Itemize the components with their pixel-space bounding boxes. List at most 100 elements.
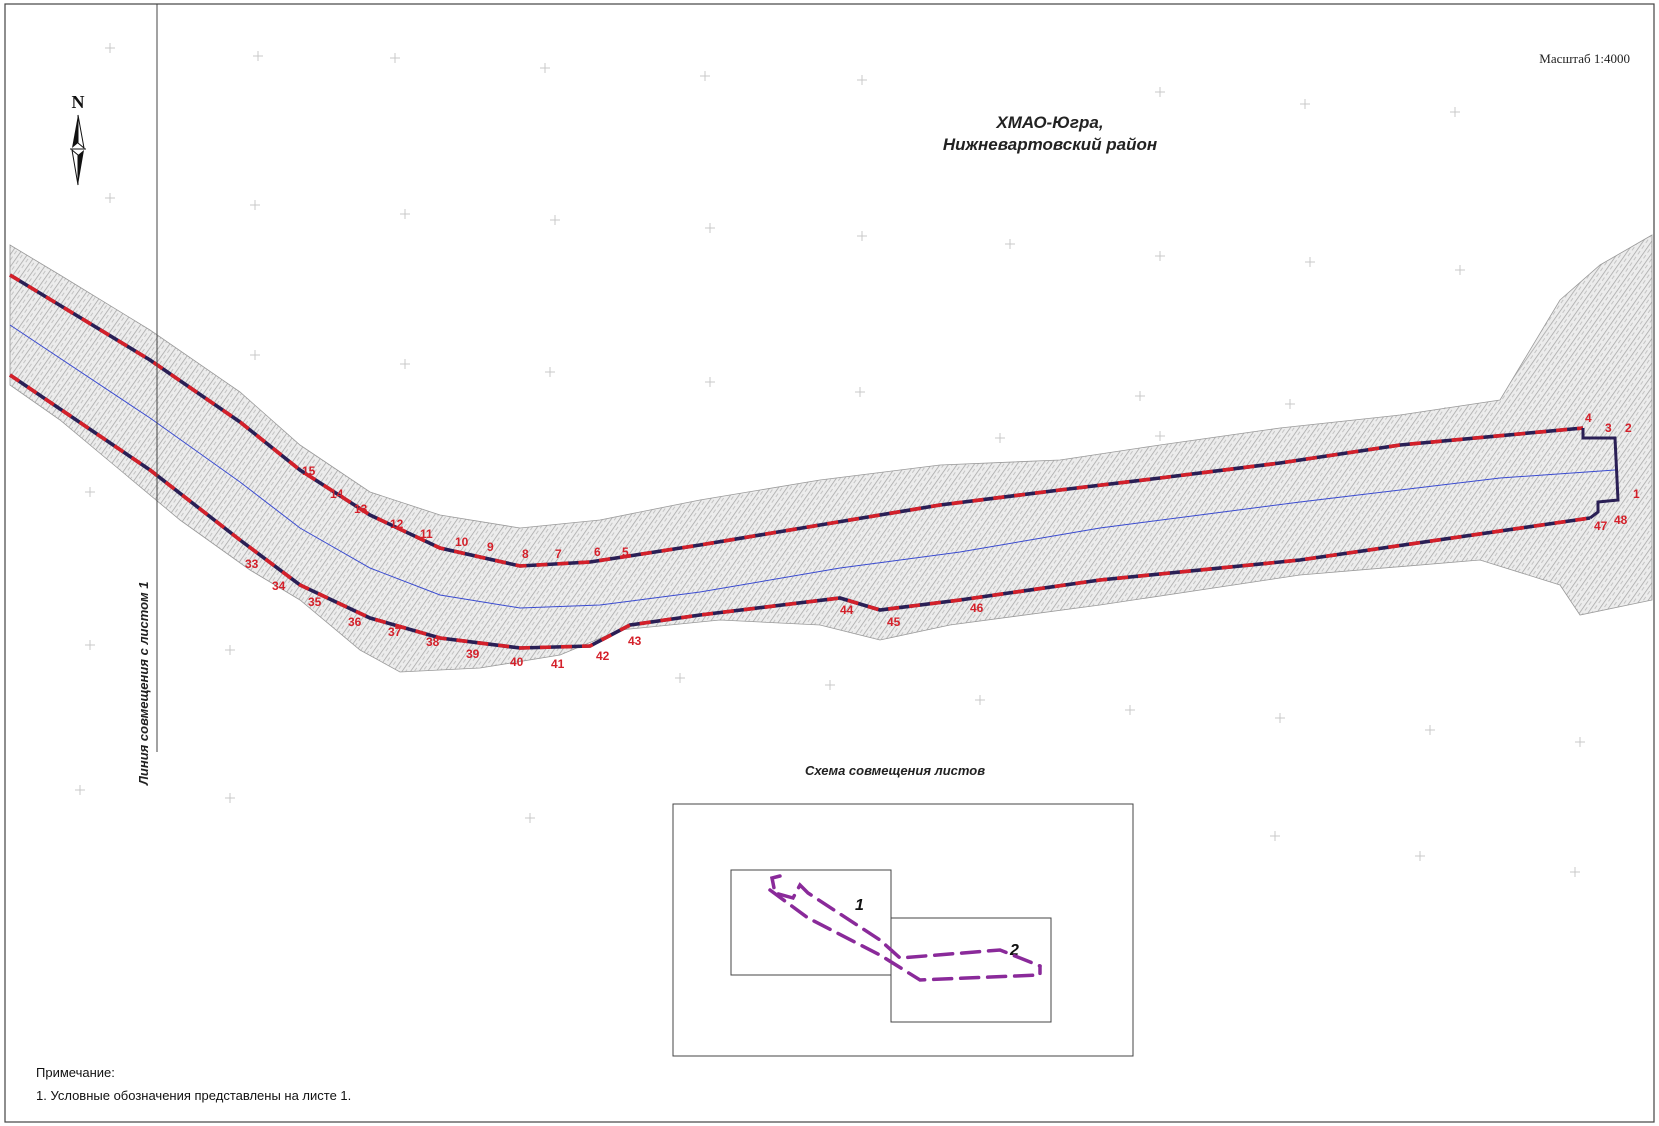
grid-cross (1570, 867, 1580, 877)
grid-cross (700, 71, 710, 81)
overview-caption: Схема совмещения листов (805, 763, 985, 778)
point-label-6: 6 (594, 545, 601, 559)
point-label-44: 44 (840, 603, 854, 617)
point-label-35: 35 (308, 595, 322, 609)
point-label-45: 45 (887, 615, 901, 629)
grid-cross (705, 223, 715, 233)
point-label-2: 2 (1625, 421, 1632, 435)
grid-cross (1270, 831, 1280, 841)
grid-cross (525, 813, 535, 823)
grid-cross (1305, 257, 1315, 267)
note-line-1: 1. Условные обозначения представлены на … (36, 1088, 351, 1103)
point-label-37: 37 (388, 625, 402, 639)
grid-cross (225, 793, 235, 803)
point-label-33: 33 (245, 557, 259, 571)
grid-cross (857, 75, 867, 85)
point-label-38: 38 (426, 635, 440, 649)
point-label-12: 12 (390, 517, 404, 531)
hatched-terrain (9, 234, 1653, 673)
axis-line (9, 324, 1616, 609)
overview-sheet-2 (890, 917, 1052, 1023)
point-label-11: 11 (420, 527, 433, 541)
grid-cross (225, 645, 235, 655)
point-label-36: 36 (348, 615, 362, 629)
grid-cross (105, 43, 115, 53)
grid-cross (1005, 239, 1015, 249)
grid-cross (1155, 251, 1165, 261)
grid-cross (250, 350, 260, 360)
point-label-5: 5 (622, 545, 629, 559)
region-line-2: Нижневартовский район (943, 135, 1157, 154)
grid-cross (975, 695, 985, 705)
boundary-south-red (8, 373, 1591, 650)
point-label-41: 41 (551, 657, 565, 671)
grid-cross (1155, 87, 1165, 97)
point-label-48: 48 (1614, 513, 1628, 527)
north-letter: N (72, 92, 85, 112)
sheet-frame (4, 3, 1655, 1123)
point-label-1: 1 (1633, 487, 1640, 501)
grid-cross (85, 640, 95, 650)
sheet-alignment-label: Линия совмещения с листом 1 (136, 582, 151, 787)
point-label-9: 9 (487, 540, 494, 554)
grid-cross (253, 51, 263, 61)
grid-cross (1575, 737, 1585, 747)
grid-cross (825, 680, 835, 690)
note-title: Примечание: (36, 1065, 115, 1080)
grid-cross (1300, 99, 1310, 109)
point-label-34: 34 (272, 579, 286, 593)
grid-cross (550, 215, 560, 225)
grid-cross (105, 193, 115, 203)
point-label-3: 3 (1605, 421, 1612, 435)
grid-cross (250, 200, 260, 210)
point-label-46: 46 (970, 601, 984, 615)
point-label-8: 8 (522, 547, 529, 561)
grid-cross (675, 673, 685, 683)
boundary-north-red (9, 273, 1584, 568)
grid-cross (1455, 265, 1465, 275)
grid-cross (540, 63, 550, 73)
grid-cross (1285, 399, 1295, 409)
grid-crosses (75, 43, 1585, 877)
overview-sheet-1-label: 1 (855, 897, 864, 914)
point-label-10: 10 (455, 535, 469, 549)
grid-cross (85, 487, 95, 497)
grid-cross (1135, 391, 1145, 401)
grid-cross (75, 785, 85, 795)
grid-cross (1155, 431, 1165, 441)
grid-cross (1275, 713, 1285, 723)
grid-cross (1450, 107, 1460, 117)
grid-cross (857, 231, 867, 241)
allotment-boundary (8, 273, 1620, 650)
grid-cross (400, 209, 410, 219)
point-label-7: 7 (555, 547, 562, 561)
grid-cross (390, 53, 400, 63)
boundary-east-end (1581, 428, 1620, 520)
point-label-43: 43 (628, 634, 642, 648)
point-label-40: 40 (510, 655, 524, 669)
point-label-13: 13 (354, 502, 368, 516)
north-arrow-icon: N (70, 92, 86, 186)
point-label-4: 4 (1585, 411, 1592, 425)
overview-sheet-2-label: 2 (1009, 942, 1019, 959)
grid-cross (1425, 725, 1435, 735)
point-label-42: 42 (596, 649, 610, 663)
point-label-15: 15 (302, 464, 316, 478)
grid-cross (1125, 705, 1135, 715)
overview-frame (672, 803, 1134, 1057)
grid-cross (995, 433, 1005, 443)
point-label-47: 47 (1594, 519, 1608, 533)
overview-route (768, 874, 1042, 982)
grid-cross (400, 359, 410, 369)
scale-label: Масштаб 1:4000 (1539, 51, 1630, 66)
point-label-14: 14 (330, 487, 344, 501)
region-line-1: ХМАО-Югра, (995, 113, 1103, 132)
point-label-39: 39 (466, 647, 480, 661)
sheet-overview-scheme: 1 2 (672, 803, 1134, 1057)
grid-cross (855, 387, 865, 397)
grid-cross (1415, 851, 1425, 861)
grid-cross (705, 377, 715, 387)
grid-cross (545, 367, 555, 377)
